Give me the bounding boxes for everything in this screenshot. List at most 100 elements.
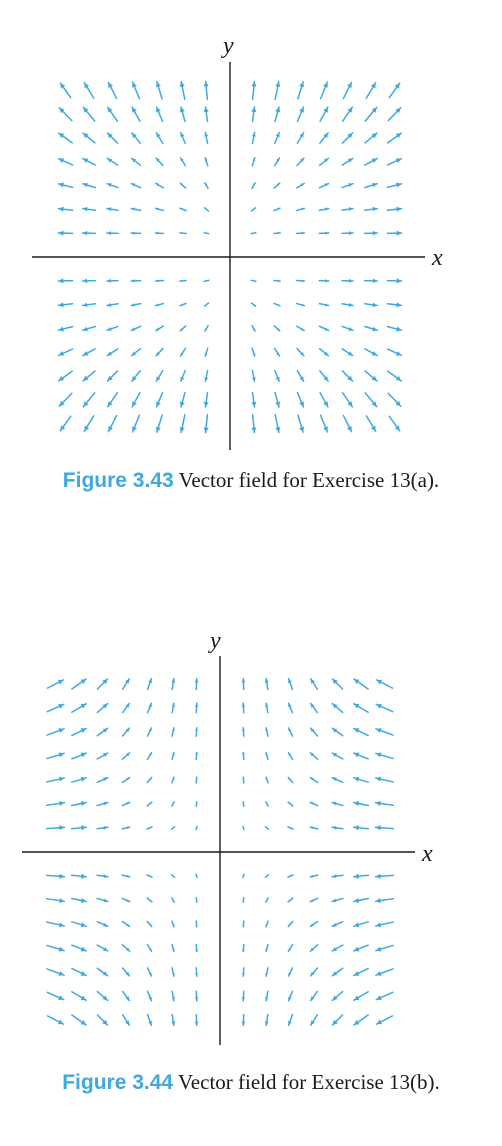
- vector-arrow: [386, 132, 403, 144]
- vector-arrow: [331, 1014, 344, 1026]
- vector-arrow: [179, 106, 186, 123]
- vector-arrow: [57, 230, 74, 236]
- vector-arrow: [287, 874, 294, 878]
- vector-arrow: [204, 131, 209, 145]
- vector-arrow: [171, 751, 175, 761]
- vector-arrow: [309, 826, 319, 830]
- vector-arrow: [179, 279, 187, 283]
- vector-arrow: [146, 990, 153, 1002]
- vector-arrow: [179, 231, 187, 235]
- vector-arrow: [121, 702, 131, 714]
- vector-arrow: [195, 873, 198, 879]
- vector-arrow: [309, 990, 319, 1002]
- vector-arrow: [179, 391, 186, 408]
- vector-arrow: [45, 800, 66, 807]
- vector-arrow: [195, 727, 199, 737]
- vector-arrow: [319, 391, 329, 408]
- vector-arrow: [195, 967, 199, 977]
- vector-arrow: [121, 776, 131, 784]
- vector-arrow: [155, 414, 163, 433]
- vector-arrow: [274, 391, 281, 408]
- vector-arrow: [242, 801, 245, 807]
- vector-arrow: [265, 920, 269, 928]
- vector-arrow: [375, 991, 394, 1001]
- vector-arrow: [96, 944, 109, 952]
- vector-arrow: [341, 370, 354, 382]
- vector-arrow: [331, 678, 344, 690]
- vector-arrow: [341, 132, 354, 144]
- vector-arrow: [46, 991, 65, 1001]
- vector-arrow: [297, 414, 305, 433]
- vector-arrow: [82, 106, 96, 122]
- vector-arrow: [264, 825, 270, 831]
- vector-arrow: [155, 325, 164, 332]
- vector-arrow: [130, 157, 142, 167]
- vector-arrow: [264, 873, 270, 879]
- vector-arrow: [171, 967, 175, 977]
- vector-arrow: [46, 968, 65, 976]
- vector-arrow: [319, 81, 329, 100]
- vector-arrow: [71, 752, 87, 760]
- vector-arrow: [265, 990, 269, 1002]
- vector-arrow: [46, 752, 65, 760]
- vector-arrow: [96, 825, 109, 830]
- vector-arrow: [155, 391, 164, 408]
- vector-arrow: [341, 278, 354, 283]
- vector-arrow: [273, 347, 281, 357]
- vector-arrow: [386, 348, 403, 357]
- vector-arrow: [82, 157, 96, 166]
- vector-arrow: [121, 727, 131, 737]
- vector-arrow: [71, 727, 87, 737]
- vector-arrow: [309, 776, 319, 784]
- vector-arrow: [70, 825, 88, 831]
- vector-arrow: [59, 415, 72, 432]
- vector-arrow: [331, 990, 344, 1002]
- vector-arrow: [265, 801, 269, 807]
- vector-arrow: [131, 132, 141, 144]
- vector-arrow: [353, 967, 369, 977]
- vector-arrow: [96, 920, 109, 928]
- vector-arrow: [71, 990, 87, 1002]
- vector-arrow: [146, 702, 153, 714]
- vector-arrow: [295, 279, 306, 283]
- vector-arrow: [146, 677, 153, 691]
- vector-arrow: [273, 231, 281, 235]
- vector-arrow: [265, 897, 269, 903]
- vector-arrow: [96, 776, 109, 784]
- vector-arrow: [106, 207, 119, 212]
- vector-arrow: [57, 348, 74, 357]
- vector-arrow: [179, 325, 187, 332]
- vector-arrow: [318, 325, 330, 332]
- vector-arrow: [295, 207, 306, 212]
- vector-arrow: [155, 131, 164, 145]
- vector-arrow: [242, 825, 245, 831]
- vector-arrow: [70, 897, 88, 904]
- vector-arrow: [296, 182, 305, 189]
- vector-arrow: [309, 702, 319, 714]
- vector-arrow: [296, 157, 305, 167]
- vector-arrow: [195, 751, 198, 761]
- vector-arrow: [203, 80, 209, 101]
- vector-arrow: [121, 874, 131, 878]
- vector-arrow: [155, 106, 164, 123]
- vector-arrow: [106, 106, 119, 122]
- vector-arrow: [374, 776, 395, 783]
- vector-arrow: [204, 182, 209, 190]
- vector-arrow: [146, 943, 153, 953]
- vector-arrow: [273, 325, 281, 332]
- vector-arrow: [342, 414, 353, 433]
- vector-arrow: [171, 727, 175, 737]
- vector-arrow: [71, 1014, 87, 1026]
- vector-arrow: [242, 943, 245, 953]
- vector-arrow: [106, 348, 119, 357]
- vector-arrow: [195, 920, 198, 928]
- vector-arrow: [364, 392, 378, 408]
- vector-arrow: [130, 182, 142, 189]
- vector-arrow: [309, 752, 319, 760]
- vector-arrow: [59, 82, 72, 99]
- vector-arrow: [96, 752, 109, 760]
- vector-arrow: [296, 347, 305, 357]
- vector-arrow: [195, 897, 198, 903]
- vector-arrow: [179, 302, 187, 307]
- vector-arrow: [121, 752, 131, 760]
